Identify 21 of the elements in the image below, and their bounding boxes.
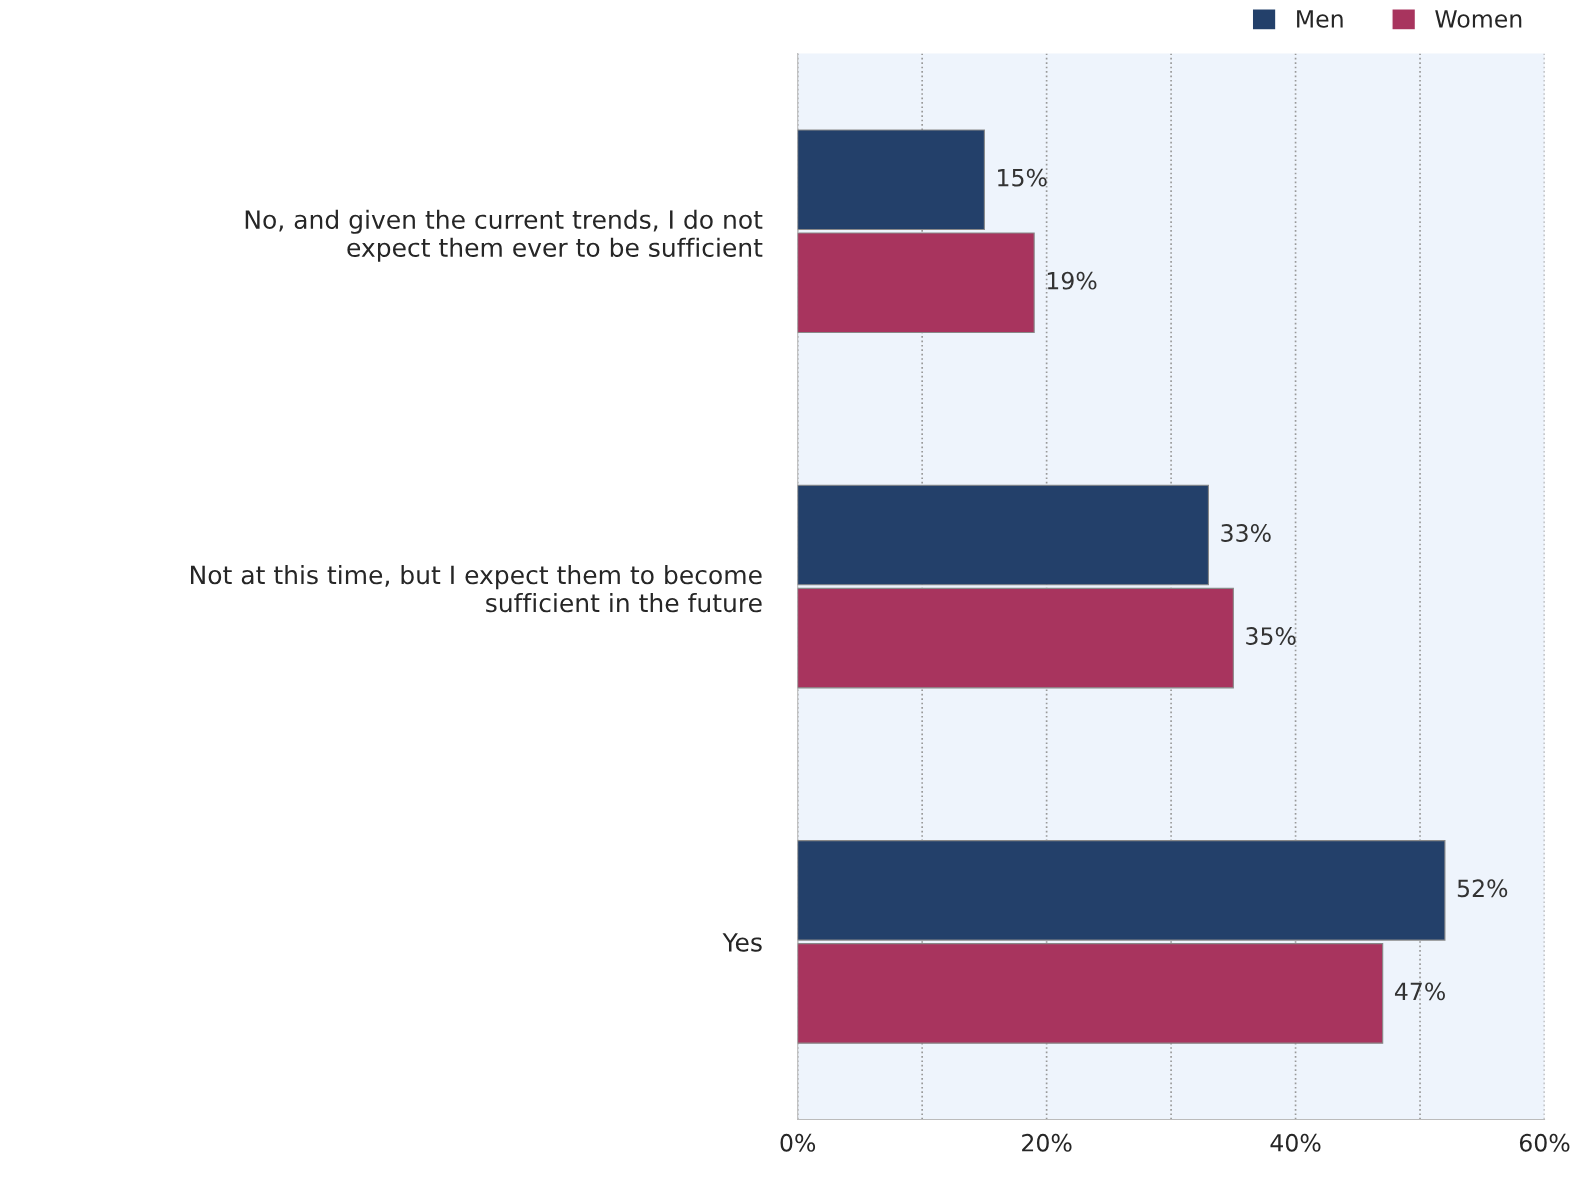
legend-label: Women	[1435, 10, 1522, 28]
y-tick-label: Yes	[722, 933, 762, 952]
bar	[797, 232, 1035, 334]
bar	[797, 129, 985, 231]
bar	[797, 840, 1446, 941]
text: 15%	[998, 168, 1047, 187]
text: 19%	[1047, 271, 1097, 290]
bar	[797, 484, 1209, 586]
x-tick-label: 60%	[1519, 1133, 1570, 1152]
x-tick-label: 40%	[1270, 1133, 1321, 1152]
bar	[797, 587, 1234, 689]
x-tick-label: 20%	[1022, 1133, 1072, 1152]
y-tick-label: No, and given the current trends, I do not expect them ever to be sufficient	[245, 209, 763, 262]
y-tick-label: Not at this time, but I expect them to become sufficient in the future	[191, 564, 762, 613]
bar	[797, 943, 1384, 1044]
text: 33%	[1221, 524, 1271, 542]
legend-label: Men	[1297, 10, 1343, 28]
text: 47%	[1394, 982, 1445, 1001]
x-tick-label: 0%	[780, 1133, 816, 1152]
text: 35%	[1246, 627, 1296, 645]
text: 52%	[1457, 879, 1508, 898]
